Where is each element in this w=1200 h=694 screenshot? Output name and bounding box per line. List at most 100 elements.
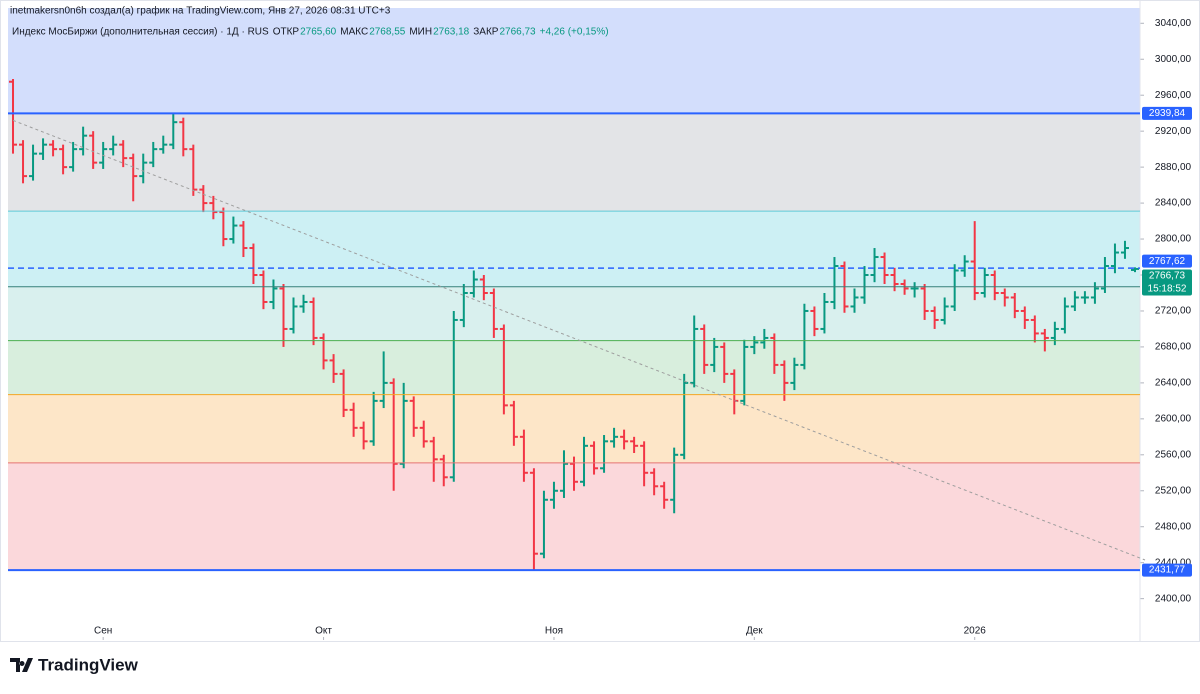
ohlc-bar [379, 351, 388, 409]
legend-value: 2765,60 [300, 27, 337, 38]
ohlc-bar [810, 306, 819, 337]
ohlc-bar [39, 138, 48, 160]
legend-change: +4,26 (+0,15%) [540, 27, 609, 38]
ohlc-bar [880, 252, 889, 284]
ohlc-bar [590, 441, 599, 475]
y-tick-label: 2600,00 [1155, 413, 1192, 424]
ohlc-bar [950, 264, 959, 311]
x-tick-label: Сен [94, 626, 112, 637]
ohlc-bar [259, 270, 268, 310]
ohlc-bar [710, 337, 719, 373]
zone [8, 340, 1140, 395]
ohlc-bar [199, 185, 208, 213]
legend-value: 2766,73 [499, 27, 536, 38]
ohlc-bar [509, 400, 518, 446]
y-tick-label: 2640,00 [1155, 378, 1192, 389]
ohlc-bar [650, 468, 659, 496]
y-tick-label: 2840,00 [1155, 198, 1192, 209]
ohlc-bar [349, 402, 358, 437]
ohlc-bar [439, 454, 448, 487]
ohlc-bar [1020, 306, 1029, 329]
ohlc-bar [559, 450, 568, 498]
ohlc-bar [1050, 321, 1059, 346]
ohlc-bar [940, 297, 949, 325]
ohlc-bar [680, 373, 689, 460]
level-label-box [1142, 106, 1192, 120]
ohlc-bar [239, 221, 248, 258]
ohlc-bar [830, 257, 839, 310]
ohlc-bar [519, 429, 528, 482]
ohlc-bar [790, 357, 799, 391]
y-tick-label: 2560,00 [1155, 449, 1192, 460]
ohlc-bar [159, 135, 168, 154]
ohlc-bar [700, 324, 709, 374]
y-tick-label: 3040,00 [1155, 18, 1192, 29]
header: inetmakersn0n6h создал(а) график на Trad… [10, 5, 391, 17]
x-tick-label: Ноя [545, 626, 563, 637]
ohlc-bar [1030, 315, 1039, 343]
ohlc-bar [850, 288, 859, 313]
price-label-box [1142, 254, 1192, 268]
legend: Индекс МосБиржи (дополнительная сессия) … [12, 27, 609, 38]
ohlc-bar [1000, 288, 1009, 307]
legend-name: Индекс МосБиржи (дополнительная сессия) … [12, 27, 269, 38]
ohlc-bar [1010, 292, 1019, 319]
ohlc-bar [539, 490, 548, 559]
y-tick-label: 2520,00 [1155, 485, 1192, 496]
y-tick-label: 2800,00 [1155, 234, 1192, 245]
price-label-box [1142, 269, 1192, 296]
ohlc-bar [219, 207, 228, 247]
ohlc-bar [129, 153, 138, 202]
y-tick-label: 2680,00 [1155, 342, 1192, 353]
ohlc-bar [279, 283, 288, 347]
ohlc-bar [389, 378, 398, 491]
ohlc-bar [269, 279, 278, 310]
price-label: 2767,62 [1149, 256, 1186, 267]
level-label-box [1142, 563, 1192, 577]
ohlc-bar [1080, 291, 1089, 304]
ohlc-bar [1070, 291, 1079, 311]
ohlc-bar [289, 297, 298, 334]
bars [9, 79, 1139, 571]
ohlc-bar [620, 429, 629, 450]
ohlc-bar [600, 435, 609, 473]
x-tick-label: Дек [746, 626, 763, 637]
ohlc-bar [960, 255, 969, 277]
ohlc-bar [299, 294, 308, 313]
ohlc-bar [169, 113, 178, 150]
ohlc-bar [860, 266, 869, 304]
ohlc-bar [429, 436, 438, 482]
legend-value: 2768,55 [369, 27, 406, 38]
legend-value: 2763,18 [433, 27, 470, 38]
ohlc-bar [319, 333, 328, 370]
zones [8, 8, 1140, 571]
ohlc-bar [660, 481, 669, 509]
ohlc-bar [1130, 267, 1139, 273]
level-label: 2431,77 [1149, 565, 1186, 576]
ohlc-bar [760, 328, 769, 349]
level-label: 2939,84 [1149, 108, 1186, 119]
axes: 2400,00 2440,00 2480,00 2520,00 2560,00 2600,… [94, 0, 1192, 642]
ohlc-bar [209, 195, 218, 220]
ohlc-bar [1060, 297, 1069, 334]
ohlc-bar [49, 140, 58, 157]
ohlc-bar [139, 153, 148, 184]
ohlc-bar [1110, 243, 1119, 274]
ohlc-bar [820, 292, 829, 334]
ohlc-bar [1090, 282, 1099, 304]
ohlc-bar [640, 441, 649, 487]
y-tick-label: 3000,00 [1155, 54, 1192, 65]
ohlc-bar [469, 270, 478, 298]
ohlc-bar [79, 126, 88, 156]
ohlc-bar [549, 481, 558, 509]
ohlc-bar [870, 248, 879, 283]
ohlc-bar [309, 297, 318, 346]
ohlc-bar [419, 420, 428, 448]
logo-icon [10, 658, 33, 672]
ohlc-bar [720, 342, 729, 383]
ohlc-bar [690, 315, 699, 388]
ohlc-bar [920, 283, 929, 320]
y-tick-label: 2920,00 [1155, 126, 1192, 137]
ohlc-bar [229, 216, 238, 244]
